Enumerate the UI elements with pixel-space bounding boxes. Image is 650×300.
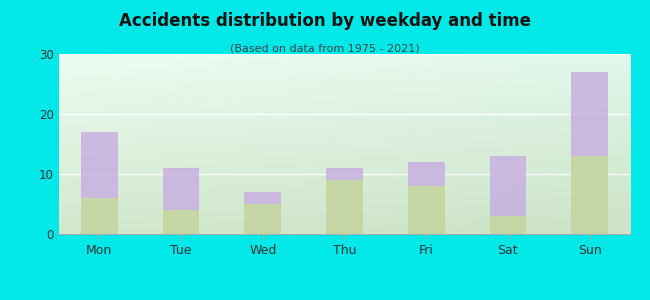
Text: Accidents distribution by weekday and time: Accidents distribution by weekday and ti…: [119, 12, 531, 30]
Bar: [244, 204, 281, 234]
Bar: [489, 156, 526, 216]
Bar: [81, 198, 118, 234]
Bar: [81, 132, 118, 198]
Bar: [326, 180, 363, 234]
Text: (Based on data from 1975 - 2021): (Based on data from 1975 - 2021): [230, 44, 420, 53]
Bar: [162, 168, 200, 210]
Bar: [408, 162, 445, 186]
Bar: [571, 72, 608, 156]
Bar: [408, 186, 445, 234]
Bar: [489, 216, 526, 234]
Bar: [244, 192, 281, 204]
Bar: [162, 210, 200, 234]
Bar: [571, 156, 608, 234]
Bar: [326, 168, 363, 180]
Legend: AM, PM: AM, PM: [285, 298, 404, 300]
